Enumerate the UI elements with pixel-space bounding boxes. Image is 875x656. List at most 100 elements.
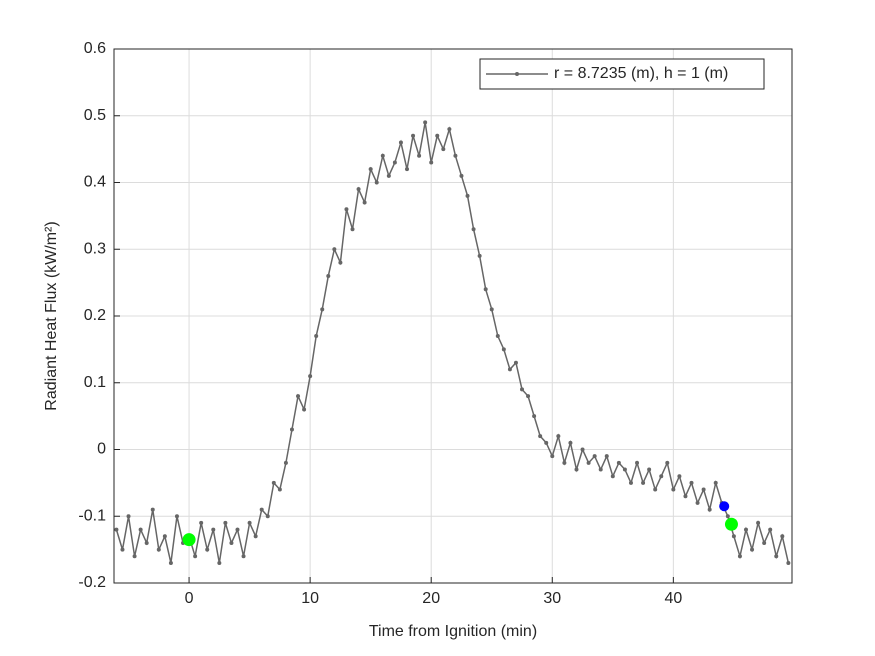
data-point <box>138 527 143 532</box>
data-point <box>162 534 167 539</box>
data-point <box>332 247 337 252</box>
data-point <box>689 480 694 485</box>
data-point <box>513 360 518 365</box>
data-point <box>144 540 149 545</box>
data-point <box>756 520 761 525</box>
data-point <box>174 514 179 519</box>
data-point <box>156 547 161 552</box>
y-tick-label: 0.2 <box>84 307 106 324</box>
data-point <box>610 474 615 479</box>
data-point <box>580 447 585 452</box>
data-point <box>616 460 621 465</box>
data-point <box>120 547 125 552</box>
data-point <box>635 460 640 465</box>
data-point <box>520 387 525 392</box>
legend-marker <box>515 72 519 76</box>
data-point <box>423 120 428 125</box>
event-marker <box>182 533 196 547</box>
data-point <box>132 554 137 559</box>
data-point <box>483 287 488 292</box>
data-point <box>368 167 373 172</box>
data-point <box>392 160 397 165</box>
data-point <box>271 480 276 485</box>
data-point <box>647 467 652 472</box>
data-point <box>592 454 597 459</box>
data-point <box>247 520 252 525</box>
data-point <box>586 460 591 465</box>
data-point <box>229 540 234 545</box>
data-point <box>205 547 210 552</box>
data-point <box>411 133 416 138</box>
legend: r = 8.7235 (m), h = 1 (m) <box>479 58 765 90</box>
data-point <box>126 514 131 519</box>
data-point <box>762 540 767 545</box>
data-point <box>374 180 379 185</box>
data-point <box>489 307 494 312</box>
data-point <box>350 227 355 232</box>
data-point <box>235 527 240 532</box>
data-point <box>398 140 403 145</box>
data-point <box>465 193 470 198</box>
data-point <box>320 307 325 312</box>
data-point <box>326 273 331 278</box>
data-point <box>344 207 349 212</box>
data-point <box>768 527 773 532</box>
data-point <box>289 427 294 432</box>
data-point <box>653 487 658 492</box>
y-tick-label: 0.1 <box>84 374 106 391</box>
data-point <box>713 480 718 485</box>
data-point <box>259 507 264 512</box>
data-point <box>743 527 748 532</box>
data-point <box>671 487 676 492</box>
y-tick-label: 0 <box>97 441 106 458</box>
x-tick-label: 10 <box>301 590 319 607</box>
data-point <box>556 434 561 439</box>
data-point <box>199 520 204 525</box>
data-point <box>538 434 543 439</box>
data-point <box>417 153 422 158</box>
series-line <box>115 122 790 564</box>
data-point <box>598 467 603 472</box>
data-point <box>707 507 712 512</box>
data-point <box>786 560 791 565</box>
event-marker <box>724 517 738 531</box>
x-axis-label: Time from Ignition (min) <box>369 623 537 640</box>
y-tick-label: 0.6 <box>84 40 106 57</box>
data-point <box>562 460 567 465</box>
data-point <box>277 487 282 492</box>
data-point <box>404 167 409 172</box>
data-point <box>283 460 288 465</box>
y-axis-label: Radiant Heat Flux (kW/m²) <box>43 221 60 410</box>
data-point <box>695 500 700 505</box>
data-point <box>507 367 512 372</box>
x-tick-label: 20 <box>422 590 440 607</box>
data-point <box>471 227 476 232</box>
data-point <box>495 334 500 339</box>
data-point <box>550 454 555 459</box>
data-point <box>296 394 301 399</box>
data-point <box>453 153 458 158</box>
data-point <box>217 560 222 565</box>
data-point <box>568 440 573 445</box>
data-point <box>574 467 579 472</box>
data-point <box>622 467 627 472</box>
data-point <box>701 487 706 492</box>
data-point <box>308 374 313 379</box>
data-point <box>731 534 736 539</box>
data-point <box>725 514 730 519</box>
y-tick-label: -0.1 <box>78 507 106 524</box>
data-point <box>253 534 258 539</box>
data-point <box>774 554 779 559</box>
data-point <box>544 440 549 445</box>
data-point <box>441 147 446 152</box>
data-point <box>314 334 319 339</box>
data-point <box>429 160 434 165</box>
event-marker <box>719 501 730 512</box>
data-point <box>677 474 682 479</box>
data-point <box>356 187 361 192</box>
data-point <box>526 394 531 399</box>
y-tick-label: 0.3 <box>84 240 106 257</box>
data-point <box>338 260 343 265</box>
